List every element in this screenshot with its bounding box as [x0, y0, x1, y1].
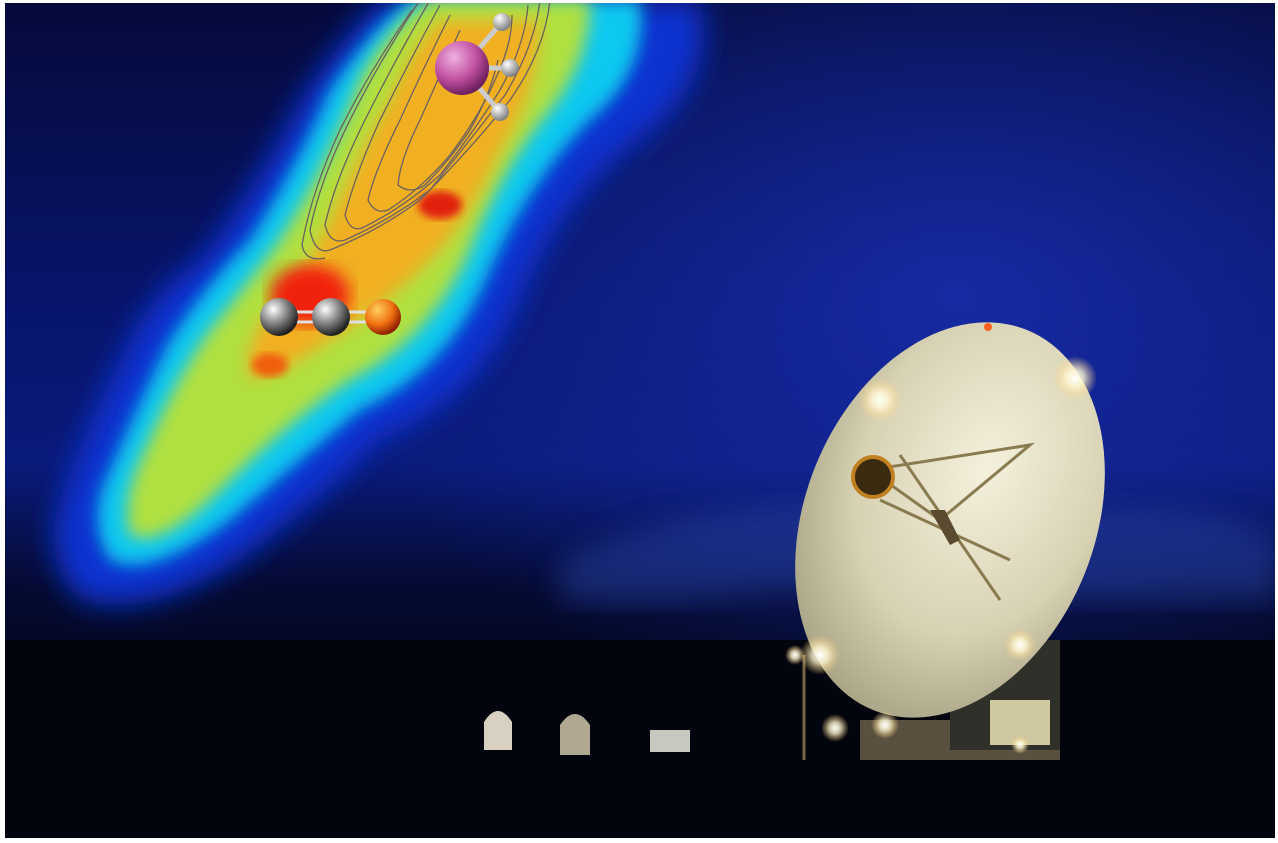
contour-line: [301, 9, 413, 260]
atom: [491, 103, 509, 121]
light: [800, 635, 840, 675]
strut: [866, 442, 1036, 522]
atom: [365, 299, 401, 335]
light: [785, 645, 805, 665]
dish: [795, 322, 1105, 718]
cco-molecule: [260, 298, 401, 336]
heat-red: [418, 191, 462, 219]
ground: [5, 640, 1275, 838]
contour-line: [324, 3, 541, 242]
dome: [560, 714, 590, 755]
dome: [484, 711, 512, 750]
light: [858, 378, 902, 422]
contour-line: [344, 4, 529, 230]
contour-line: [397, 29, 499, 191]
feed-horn: [851, 455, 895, 499]
subreflector: [930, 510, 960, 545]
atom: [493, 13, 511, 31]
contour-line: [367, 14, 513, 212]
atom: [312, 298, 350, 336]
heat-orange-spot: [252, 353, 288, 377]
contours: [301, 3, 551, 260]
light: [1011, 736, 1029, 754]
light: [1053, 356, 1097, 400]
contour-line: [309, 3, 551, 252]
atom: [260, 298, 298, 336]
methyl-molecule: [435, 13, 519, 121]
atom: [501, 59, 519, 77]
light: [871, 711, 899, 739]
lights: [785, 323, 1097, 754]
light: [1004, 629, 1036, 661]
atom: [435, 41, 489, 95]
light: [821, 714, 849, 742]
building: [650, 730, 690, 752]
beacon: [984, 323, 992, 331]
